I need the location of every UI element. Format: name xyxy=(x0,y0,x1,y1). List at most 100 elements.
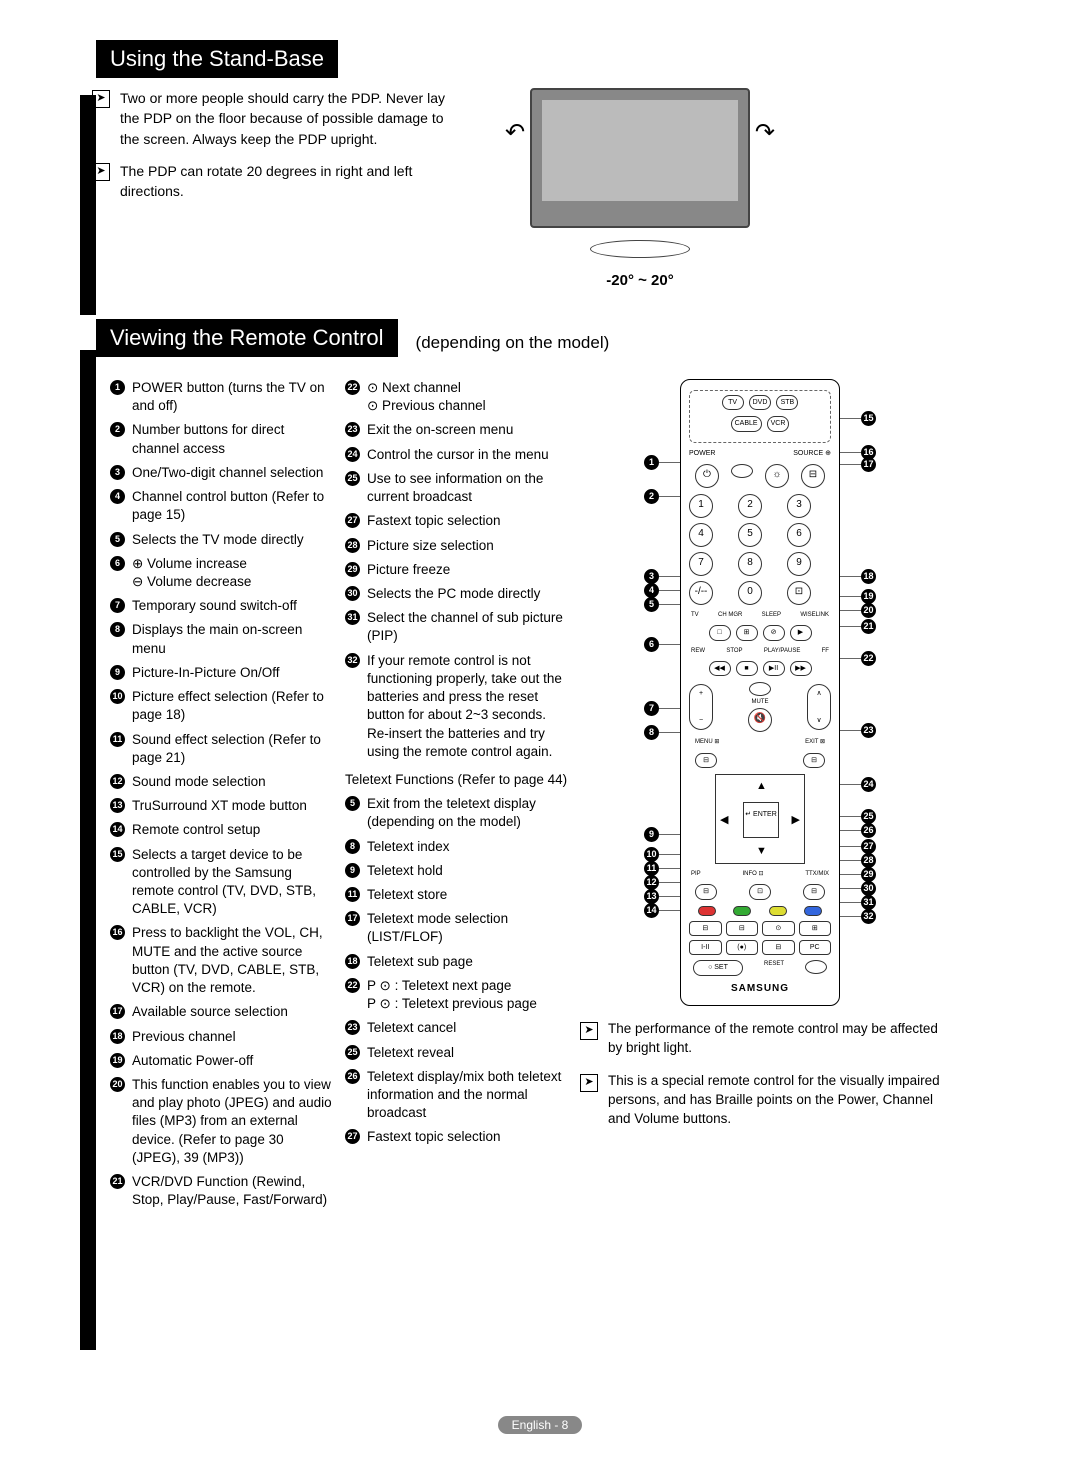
item-text: One/Two-digit channel selection xyxy=(132,465,323,480)
pip-btn: ⊟ xyxy=(695,884,717,899)
item-badge: 1 xyxy=(110,380,125,395)
remote-item: 19Automatic Power-off xyxy=(110,1052,335,1070)
remote-body: TV DVD STB CABLE VCR POWER SOURCE ⊕ xyxy=(680,379,840,1006)
sleep-btn: ⊘ xyxy=(763,625,785,640)
item-text: VCR/DVD Function (Rewind, Stop, Play/Pau… xyxy=(132,1174,327,1207)
callout-badge-right: 17 xyxy=(861,457,876,472)
yellow-btn xyxy=(769,906,787,916)
tv-stand xyxy=(590,240,690,258)
remote-item: 24Control the cursor in the menu xyxy=(345,446,570,464)
item-text: Remote control setup xyxy=(132,822,260,837)
src-btn: ⊟ xyxy=(762,940,795,955)
item-text: Control the cursor in the menu xyxy=(367,447,549,462)
mode-selector-box: TV DVD STB CABLE VCR xyxy=(689,390,831,443)
item-text: This function enables you to view and pl… xyxy=(132,1077,332,1165)
callout-lead xyxy=(659,882,681,883)
lbl-stop: STOP xyxy=(726,647,742,655)
callout-lead xyxy=(659,834,681,835)
remote-item: 15Selects a target device to be controll… xyxy=(110,846,335,919)
key-4: 4 xyxy=(689,523,713,547)
menu-label: MENU ⊞ xyxy=(695,738,719,746)
item-text: Previous channel xyxy=(132,1029,236,1044)
item-badge: 9 xyxy=(345,863,360,878)
remote-col1: 1 POWER button (turns the TV on and off) 2… xyxy=(110,379,335,1216)
callout-badge-left: 10 xyxy=(644,847,659,862)
dual-btn: I-II xyxy=(689,940,722,955)
standbase-text: ➤ Two or more people should carry the PD… xyxy=(80,88,460,289)
item-text: ⊕ Volume increase ⊖ Volume decrease xyxy=(132,556,251,589)
ff-btn: ▶▶ xyxy=(790,661,812,676)
item-badge: 13 xyxy=(110,798,125,813)
lbl-sleep: SLEEP xyxy=(762,611,781,619)
page-footer: English - 8 xyxy=(0,1416,1080,1434)
item-text: ⊙ Next channel ⊙ Previous channel xyxy=(367,380,486,413)
callout-badge-right: 21 xyxy=(861,619,876,634)
callout-lead xyxy=(659,604,681,605)
remote-item: 31Select the channel of sub picture (PIP… xyxy=(345,609,570,645)
remote-item: 7Temporary sound switch-off xyxy=(110,597,335,615)
item-text: POWER button (turns the TV on and off) xyxy=(132,380,325,413)
item-text: Sound effect selection (Refer to page 21… xyxy=(132,732,321,765)
remote-item: 17Teletext mode selection (LIST/FLOF) xyxy=(345,910,570,946)
stop-btn: ■ xyxy=(736,661,758,676)
item-text: Teletext sub page xyxy=(367,954,473,969)
standbase-title: Using the Stand-Base xyxy=(96,40,338,78)
callout-badge-left: 3 xyxy=(644,569,659,584)
tv-mode-btn: TV xyxy=(722,395,744,410)
item-text: Teletext hold xyxy=(367,863,443,878)
item-badge: 6 xyxy=(110,556,125,571)
dpad: ▲ ▼ ◀ ▶ ↵ ENTER xyxy=(715,774,805,864)
remote-diagram: 1234567891011121314 15161718192021222324… xyxy=(650,379,870,1006)
item-text: Picture effect selection (Refer to page … xyxy=(132,689,324,722)
remote-item: 27Fastext topic selection xyxy=(345,1128,570,1146)
item-text: If your remote control is not functionin… xyxy=(367,653,562,759)
item-badge: 7 xyxy=(110,598,125,613)
remote-item: 12Sound mode selection xyxy=(110,773,335,791)
callout-lead xyxy=(839,610,861,611)
lbl-tv: TV xyxy=(691,611,699,619)
key-5: 5 xyxy=(738,523,762,547)
item-badge: 5 xyxy=(110,532,125,547)
item-text: Press to backlight the VOL, CH, MUTE and… xyxy=(132,925,323,995)
callout-badge-left: 9 xyxy=(644,827,659,842)
source-btn: ⊟ xyxy=(801,464,825,488)
stb-mode-btn: STB xyxy=(776,395,798,410)
dpad-right: ▶ xyxy=(792,813,800,828)
item-badge: 10 xyxy=(110,689,125,704)
callout-lead xyxy=(839,874,861,875)
wiselink-btn: ▶ xyxy=(790,625,812,640)
callout-lead xyxy=(839,916,861,917)
remote-item: 25Teletext reveal xyxy=(345,1044,570,1062)
teletext-heading: Teletext Functions (Refer to page 44) xyxy=(345,771,570,789)
remote-item: 6 ⊕ Volume increase ⊖ Volume decrease xyxy=(110,555,335,591)
remote-section: Viewing the Remote Control (depending on… xyxy=(80,319,1020,1216)
remote-item: 16Press to backlight the VOL, CH, MUTE a… xyxy=(110,924,335,997)
enter-btn: ↵ ENTER xyxy=(743,802,779,838)
dpad-down: ▼ xyxy=(756,844,767,859)
callout-badge-right: 24 xyxy=(861,777,876,792)
key-6: 6 xyxy=(787,523,811,547)
item-text: Select the channel of sub picture (PIP) xyxy=(367,610,563,643)
item-badge: 18 xyxy=(110,1029,125,1044)
item-text: Teletext reveal xyxy=(367,1045,454,1060)
item-badge: 21 xyxy=(110,1174,125,1189)
standbase-note2: The PDP can rotate 20 degrees in right a… xyxy=(120,163,412,199)
callout-lead xyxy=(659,576,681,577)
green-btn xyxy=(733,906,751,916)
callout-badge-right: 22 xyxy=(861,651,876,666)
callout-badge-right: 27 xyxy=(861,839,876,854)
item-text: Selects the PC mode directly xyxy=(367,586,540,601)
callout-badge-right: 25 xyxy=(861,809,876,824)
item-badge: 18 xyxy=(345,954,360,969)
rotate-arrow-right: ↷ xyxy=(755,118,775,147)
lbl-chmgr: CH MGR xyxy=(718,611,742,619)
item-badge: 28 xyxy=(345,538,360,553)
item-text: Number buttons for direct channel access xyxy=(132,422,284,455)
callout-badge-left: 4 xyxy=(644,583,659,598)
callout-lead xyxy=(659,910,681,911)
lbl-wiselink: WISELINK xyxy=(800,611,829,619)
remote-note1: The performance of the remote control ma… xyxy=(608,1021,938,1055)
item-text: Picture-In-Picture On/Off xyxy=(132,665,280,680)
reset-btn xyxy=(805,960,827,974)
backlight-btn: ☼ xyxy=(765,464,789,488)
